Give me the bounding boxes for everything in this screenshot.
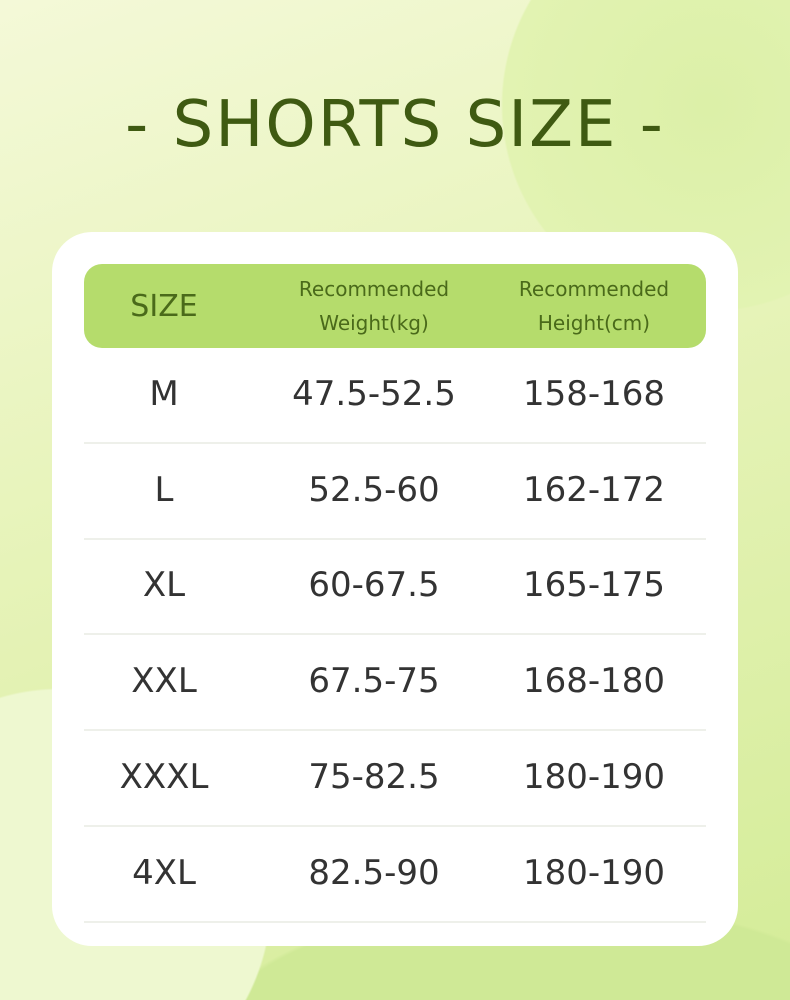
height-cell: 180-190 <box>522 853 666 893</box>
page-title: - SHORTS SIZE - <box>125 88 665 162</box>
table-row: L 52.5-60 162-172 <box>84 443 706 540</box>
weight-cell: 52.5-60 <box>308 470 440 510</box>
size-cell: L <box>154 470 174 510</box>
table-row: XXXL 75-82.5 180-190 <box>84 730 706 827</box>
table-row: M 47.5-52.5 158-168 <box>84 347 706 444</box>
weight-cell: 47.5-52.5 <box>292 374 456 414</box>
weight-cell: 60-67.5 <box>308 565 440 605</box>
height-cell: 180-190 <box>522 757 666 797</box>
size-table-card: SIZE Recommended Weight(kg) Recommended … <box>52 232 738 946</box>
size-cell: XXL <box>131 661 197 701</box>
height-cell: 158-168 <box>522 374 666 414</box>
table-header: SIZE Recommended Weight(kg) Recommended … <box>84 264 706 348</box>
height-cell: 162-172 <box>522 470 666 510</box>
header-weight-line2: Weight(kg) <box>319 311 429 335</box>
header-height: Recommended Height(cm) <box>484 264 704 348</box>
header-weight-line1: Recommended <box>298 277 450 301</box>
weight-cell: 82.5-90 <box>308 853 440 893</box>
weight-cell: 75-82.5 <box>308 757 440 797</box>
height-cell: 165-175 <box>522 565 666 605</box>
table-row: XL 60-67.5 165-175 <box>84 538 706 635</box>
size-cell: XXXL <box>119 757 209 797</box>
table-row: 4XL 82.5-90 180-190 <box>84 826 706 923</box>
header-height-line1: Recommended <box>518 277 670 301</box>
header-weight: Recommended Weight(kg) <box>264 264 484 348</box>
size-cell: 4XL <box>132 853 196 893</box>
header-size: SIZE <box>130 288 198 324</box>
header-height-line2: Height(cm) <box>537 311 651 335</box>
table-row: XXL 67.5-75 168-180 <box>84 634 706 731</box>
size-cell: XL <box>142 565 186 605</box>
weight-cell: 67.5-75 <box>308 661 440 701</box>
size-cell: M <box>149 374 179 414</box>
height-cell: 168-180 <box>522 661 666 701</box>
